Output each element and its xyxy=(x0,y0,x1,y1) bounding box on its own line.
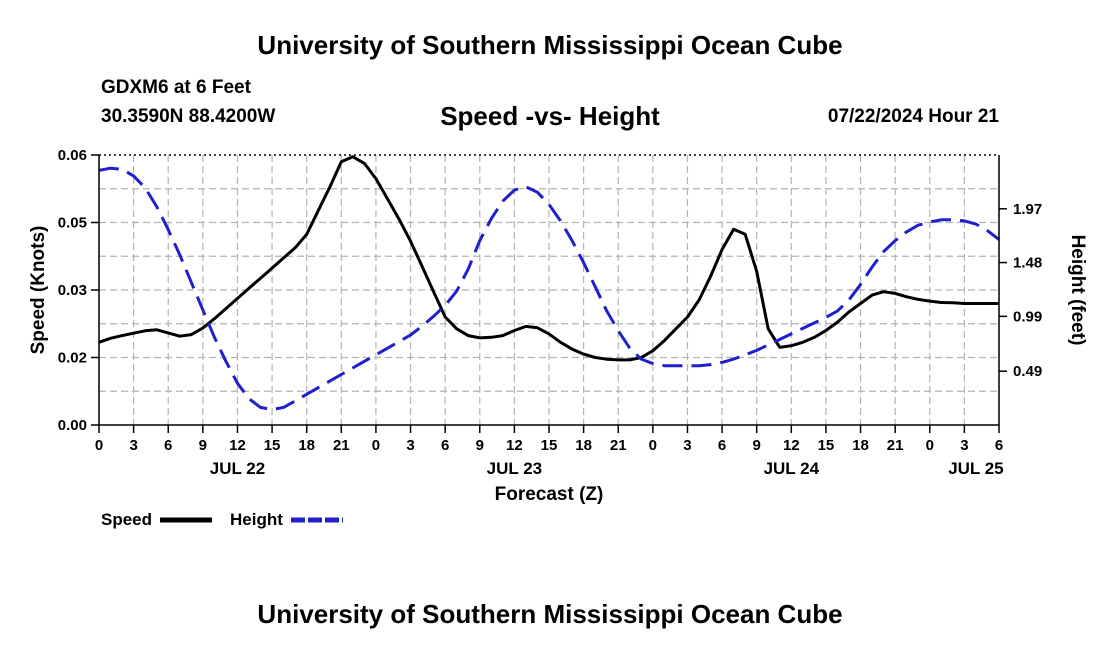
left-tick-label: 0.05 xyxy=(58,215,87,232)
station-coordinates: 30.3590N 88.4200W xyxy=(101,106,276,127)
series-layer xyxy=(98,155,1000,412)
right-axis-title: Height (feet) xyxy=(1067,235,1088,346)
x-tick-label: 0 xyxy=(372,437,380,454)
issue-time: 07/22/2024 Hour 21 xyxy=(827,106,999,127)
right-tick-label: 1.48 xyxy=(1013,255,1042,272)
x-tick-label: 18 xyxy=(298,437,315,454)
x-tick-label: 21 xyxy=(333,437,350,454)
x-tick-label: 15 xyxy=(818,437,835,454)
series-line-speed xyxy=(98,155,999,362)
day-label: JUL 23 xyxy=(487,459,542,478)
footer-title: University of Southern Mississippi Ocean… xyxy=(257,599,843,629)
x-tick-label: 3 xyxy=(129,437,137,454)
left-tick-label: 0.03 xyxy=(58,282,87,299)
x-tick-label: 6 xyxy=(995,437,1003,454)
left-tick-label: 0.00 xyxy=(58,417,87,434)
day-label: JUL 25 xyxy=(948,459,1003,478)
left-tick-label: 0.02 xyxy=(58,350,87,367)
x-tick-label: 0 xyxy=(926,437,934,454)
day-label: JUL 22 xyxy=(210,459,265,478)
x-tick-label: 21 xyxy=(887,437,904,454)
x-tick-label: 9 xyxy=(476,437,484,454)
x-tick-label: 12 xyxy=(229,437,246,454)
x-axis-title: Forecast (Z) xyxy=(495,484,604,505)
x-tick-label: 18 xyxy=(852,437,869,454)
x-tick-label: 0 xyxy=(649,437,657,454)
x-tick-label: 9 xyxy=(753,437,761,454)
x-tick-label: 15 xyxy=(541,437,558,454)
right-tick-label: 0.99 xyxy=(1013,308,1042,325)
legend: Speed Height xyxy=(101,510,343,529)
x-tick-label: 6 xyxy=(718,437,726,454)
x-tick-label: 21 xyxy=(610,437,627,454)
x-tick-label: 6 xyxy=(164,437,172,454)
legend-label-speed: Speed xyxy=(101,510,152,529)
x-tick-label: 6 xyxy=(441,437,449,454)
right-tick-label: 0.49 xyxy=(1013,363,1042,380)
chart-subtitle: Speed -vs- Height xyxy=(440,101,660,131)
axes: 0 3 6 9 12 15 18 21 0 3 6 9 12 15 18 21 0 3 6 9 12 15 18 21 0 3 6 J… xyxy=(28,147,1088,505)
x-tick-label: 9 xyxy=(199,437,207,454)
left-tick-label: 0.06 xyxy=(58,147,87,164)
grid-lines xyxy=(98,155,1000,425)
x-tick-label: 3 xyxy=(683,437,691,454)
x-tick-label: 12 xyxy=(506,437,523,454)
right-tick-label: 1.97 xyxy=(1013,201,1042,218)
x-tick-label: 3 xyxy=(960,437,968,454)
left-axis-title: Speed (Knots) xyxy=(28,226,49,355)
station-label: GDXM6 at 6 Feet xyxy=(101,77,251,98)
x-tick-label: 18 xyxy=(575,437,592,454)
page-title: University of Southern Mississippi Ocean… xyxy=(257,30,843,60)
x-tick-label: 0 xyxy=(95,437,103,454)
x-tick-label: 12 xyxy=(783,437,800,454)
legend-label-height: Height xyxy=(230,510,283,529)
day-label: JUL 24 xyxy=(764,459,820,478)
x-tick-label: 15 xyxy=(264,437,281,454)
x-tick-label: 3 xyxy=(406,437,414,454)
